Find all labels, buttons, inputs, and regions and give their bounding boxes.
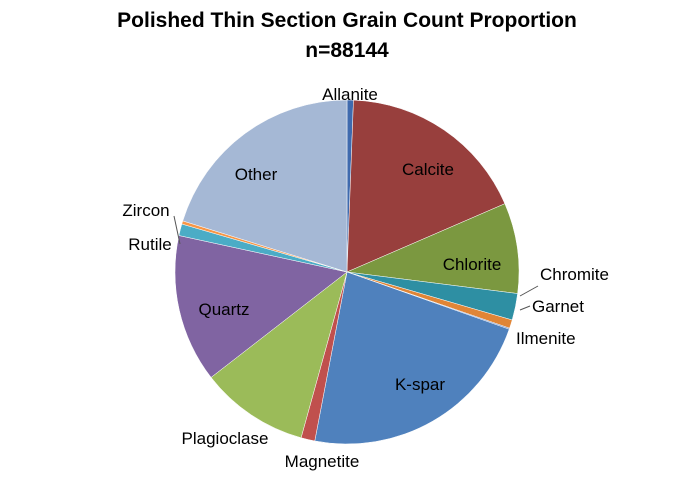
- slice-label-rutile: Rutile: [128, 235, 171, 254]
- slice-label-k-spar: K-spar: [395, 375, 445, 394]
- leader-line-garnet: [519, 305, 531, 311]
- pie-slice-calcite: [346, 99, 506, 273]
- slice-label-plagioclase: Plagioclase: [182, 429, 269, 448]
- pie-slice-k-spar: [314, 271, 510, 445]
- pie-slice-other: [182, 99, 348, 273]
- slice-label-other: Other: [235, 165, 278, 184]
- slice-label-magnetite: Magnetite: [285, 452, 360, 471]
- pie-slice-quartz: [174, 235, 348, 378]
- slice-label-quartz: Quartz: [198, 300, 249, 319]
- pie-slice-chlorite: [346, 203, 520, 294]
- slice-label-calcite: Calcite: [402, 160, 454, 179]
- slice-label-garnet: Garnet: [532, 297, 584, 316]
- chart-subtitle: n=88144: [305, 39, 389, 62]
- slice-label-allanite: Allanite: [322, 85, 378, 104]
- slice-label-chromite: Chromite: [540, 265, 609, 284]
- leader-line-chromite: [519, 285, 539, 297]
- slice-label-ilmenite: Ilmenite: [516, 329, 576, 348]
- chart-title: Polished Thin Section Grain Count Propor…: [117, 9, 577, 32]
- slice-label-chlorite: Chlorite: [443, 255, 502, 274]
- leader-line-zircon: [173, 215, 181, 245]
- pie-slice-plagioclase: [210, 271, 348, 439]
- slice-label-zircon: Zircon: [122, 201, 169, 220]
